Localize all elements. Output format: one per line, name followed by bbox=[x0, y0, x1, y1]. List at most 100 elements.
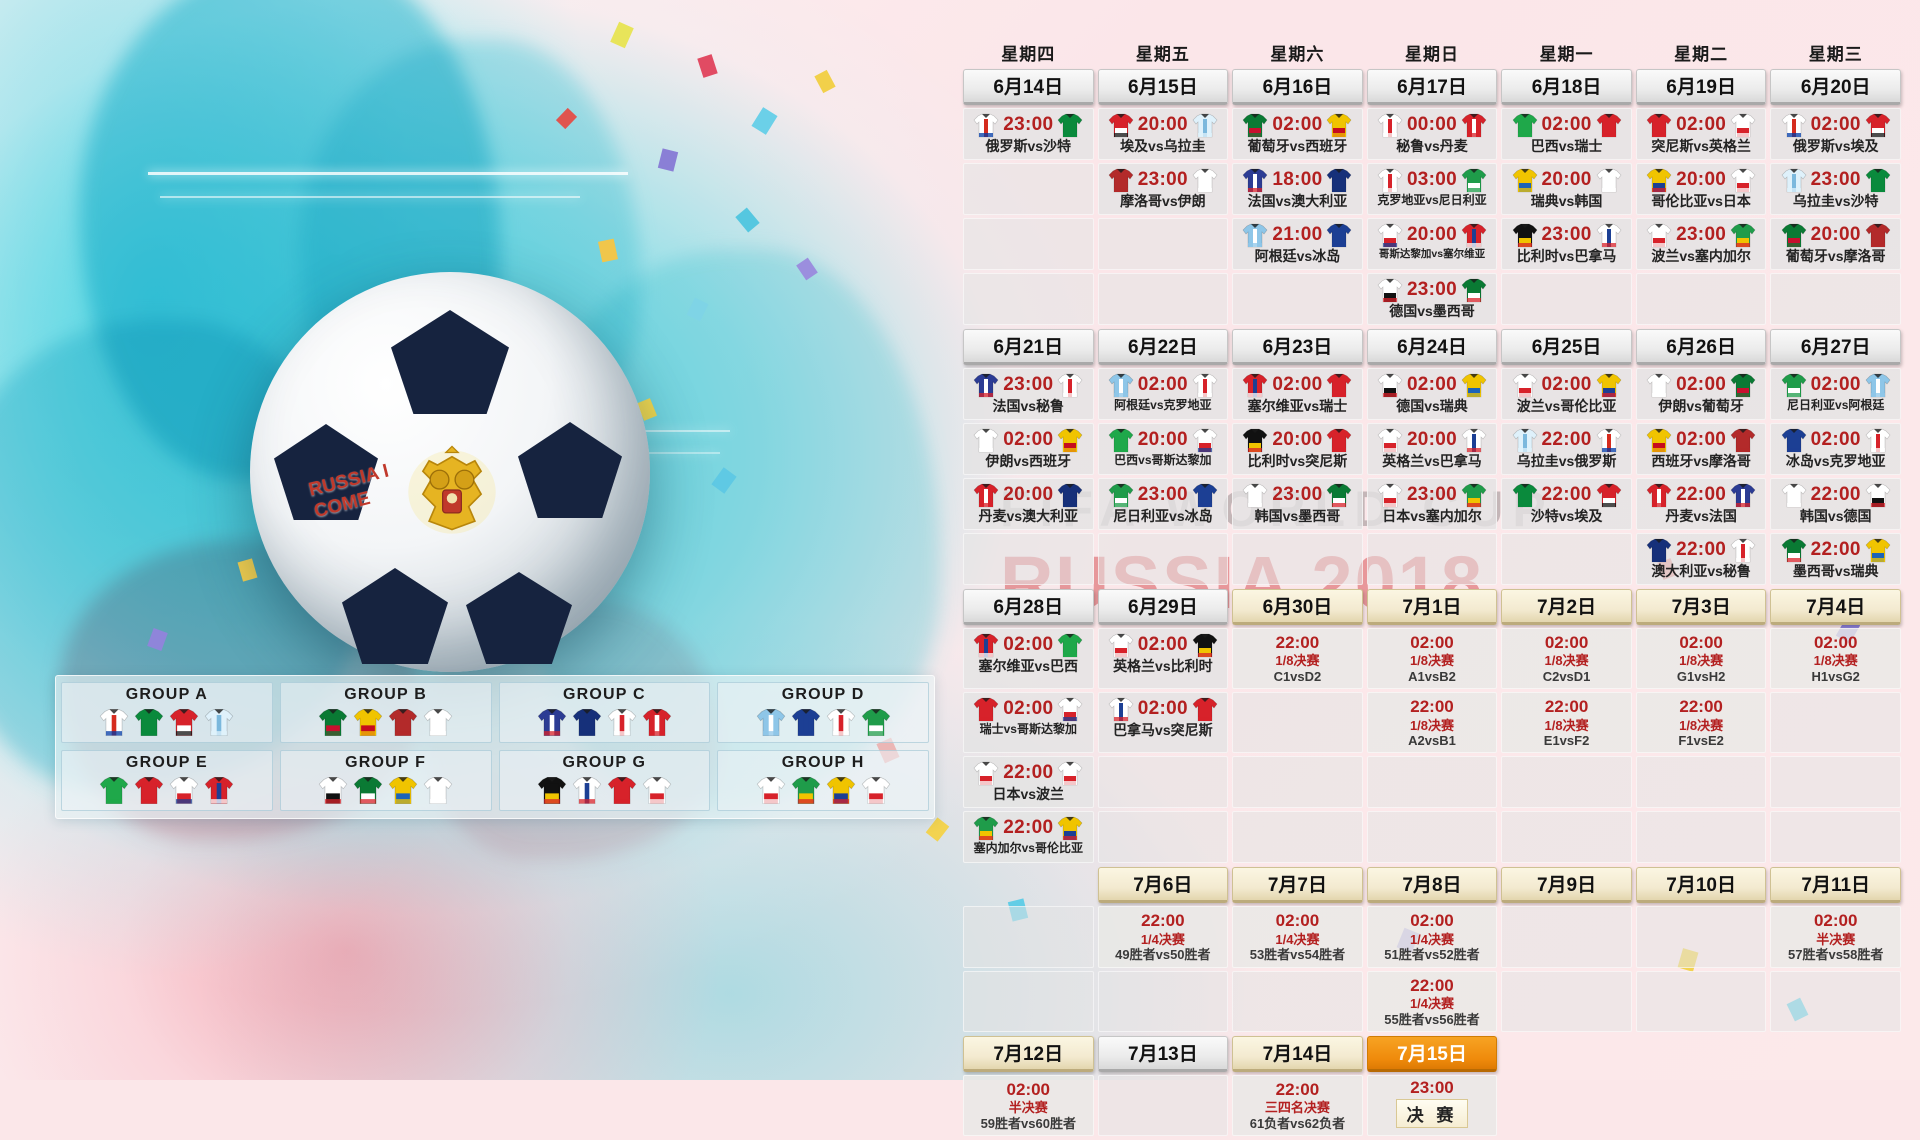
date-cell[interactable]: 6月20日 bbox=[1770, 69, 1901, 105]
match-cell[interactable]: 02:00 瑞士vs哥斯达黎加 bbox=[963, 692, 1094, 754]
knockout-match-cell[interactable]: 22:00 1/4决赛 55胜者vs56胜者 bbox=[1366, 970, 1498, 1032]
match-cell[interactable]: 18:00 法国vs澳大利亚 bbox=[1232, 163, 1363, 215]
match-cell[interactable]: 22:00 沙特vs埃及 bbox=[1501, 478, 1632, 530]
group-card-group-b[interactable]: GROUP B bbox=[279, 682, 492, 743]
match-cell[interactable]: 20:00 丹麦vs澳大利亚 bbox=[963, 478, 1094, 530]
date-cell[interactable]: 6月25日 bbox=[1501, 329, 1632, 365]
knockout-match-cell[interactable]: 02:00 1/4决赛 51胜者vs52胜者 bbox=[1366, 906, 1498, 968]
date-cell[interactable]: 7月1日 bbox=[1366, 589, 1498, 625]
date-cell[interactable]: 7月2日 bbox=[1501, 589, 1632, 625]
match-cell[interactable]: 22:00 墨西哥vs瑞典 bbox=[1770, 533, 1901, 585]
knockout-match-cell[interactable]: 22:00 三四名决赛 61负者vs62负者 bbox=[1232, 1074, 1363, 1137]
group-card-group-d[interactable]: GROUP D bbox=[717, 682, 929, 743]
match-cell[interactable]: 20:00 英格兰vs巴拿马 bbox=[1366, 423, 1498, 475]
match-cell[interactable]: 20:00 瑞典vs韩国 bbox=[1501, 163, 1632, 215]
date-cell[interactable]: 7月7日 bbox=[1232, 867, 1363, 904]
match-cell[interactable]: 20:00 哥斯达黎加vs塞尔维亚 bbox=[1366, 218, 1498, 270]
date-cell[interactable]: 6月14日 bbox=[963, 69, 1094, 105]
group-card-group-c[interactable]: GROUP C bbox=[498, 682, 711, 743]
match-cell[interactable]: 02:00 巴拿马vs突尼斯 bbox=[1097, 692, 1229, 754]
match-cell[interactable]: 02:00 俄罗斯vs埃及 bbox=[1770, 108, 1901, 160]
date-cell[interactable]: 7月8日 bbox=[1366, 867, 1498, 904]
match-cell[interactable]: 02:00 尼日利亚vs阿根廷 bbox=[1770, 368, 1901, 420]
match-cell[interactable]: 02:00 伊朗vs西班牙 bbox=[963, 423, 1094, 475]
group-card-group-h[interactable]: GROUP H bbox=[717, 750, 929, 811]
date-cell[interactable]: 7月4日 bbox=[1770, 589, 1901, 625]
knockout-match-cell[interactable]: 02:00 1/8决赛 H1vsG2 bbox=[1770, 628, 1901, 690]
match-cell[interactable]: 02:00 巴西vs瑞士 bbox=[1501, 108, 1632, 160]
date-cell[interactable]: 6月17日 bbox=[1366, 69, 1498, 105]
match-cell[interactable]: 02:00 英格兰vs比利时 bbox=[1097, 628, 1229, 690]
match-cell[interactable]: 20:00 哥伦比亚vs日本 bbox=[1635, 163, 1767, 215]
date-cell[interactable]: 6月26日 bbox=[1635, 329, 1767, 365]
knockout-match-cell[interactable]: 22:00 1/8决赛 E1vsF2 bbox=[1501, 692, 1632, 754]
match-cell[interactable]: 22:00 丹麦vs法国 bbox=[1635, 478, 1767, 530]
match-cell[interactable]: 02:00 德国vs瑞典 bbox=[1366, 368, 1498, 420]
knockout-match-cell[interactable]: 22:00 1/8决赛 F1vsE2 bbox=[1635, 692, 1767, 754]
knockout-match-cell[interactable]: 02:00 1/8决赛 C2vsD1 bbox=[1501, 628, 1632, 690]
match-cell[interactable]: 22:00 韩国vs德国 bbox=[1770, 478, 1901, 530]
date-cell[interactable]: 6月18日 bbox=[1501, 69, 1632, 105]
knockout-match-cell[interactable]: 02:00 1/8决赛 A1vsB2 bbox=[1366, 628, 1498, 690]
date-cell[interactable]: 6月22日 bbox=[1097, 329, 1229, 365]
match-cell[interactable]: 22:00 日本vs波兰 bbox=[963, 756, 1094, 809]
date-cell[interactable]: 7月12日 bbox=[963, 1035, 1094, 1072]
match-cell[interactable]: 03:00 克罗地亚vs尼日利亚 bbox=[1366, 163, 1498, 215]
match-cell[interactable]: 00:00 秘鲁vs丹麦 bbox=[1366, 108, 1498, 160]
match-cell[interactable]: 23:00 摩洛哥vs伊朗 bbox=[1097, 163, 1229, 215]
match-cell[interactable]: 23:00 波兰vs塞内加尔 bbox=[1635, 218, 1767, 270]
date-cell[interactable]: 6月27日 bbox=[1770, 329, 1901, 365]
knockout-match-cell[interactable]: 02:00 半决赛 57胜者vs58胜者 bbox=[1770, 906, 1901, 968]
date-cell[interactable]: 7月14日 bbox=[1232, 1035, 1363, 1072]
match-cell[interactable]: 02:00 冰岛vs克罗地亚 bbox=[1770, 423, 1901, 475]
date-cell[interactable]: 7月3日 bbox=[1635, 589, 1767, 625]
date-cell[interactable]: 6月30日 bbox=[1232, 589, 1363, 625]
match-cell[interactable]: 02:00 阿根廷vs克罗地亚 bbox=[1097, 368, 1229, 420]
match-cell[interactable]: 02:00 突尼斯vs英格兰 bbox=[1635, 108, 1767, 160]
match-cell[interactable]: 23:00 德国vs墨西哥 bbox=[1366, 273, 1498, 325]
match-cell[interactable]: 22:00 澳大利亚vs秘鲁 bbox=[1635, 533, 1767, 585]
date-cell[interactable]: 6月16日 bbox=[1232, 69, 1363, 105]
match-cell[interactable]: 02:00 葡萄牙vs西班牙 bbox=[1232, 108, 1363, 160]
match-cell[interactable]: 20:00 埃及vs乌拉圭 bbox=[1097, 108, 1229, 160]
date-cell[interactable]: 6月28日 bbox=[963, 589, 1094, 625]
match-cell[interactable]: 23:00 尼日利亚vs冰岛 bbox=[1097, 478, 1229, 530]
match-cell[interactable]: 22:00 塞内加尔vs哥伦比亚 bbox=[963, 811, 1094, 864]
match-cell[interactable]: 23:00 韩国vs墨西哥 bbox=[1232, 478, 1363, 530]
group-card-group-f[interactable]: GROUP F bbox=[279, 750, 492, 811]
date-cell[interactable]: 6月21日 bbox=[963, 329, 1094, 365]
group-card-group-g[interactable]: GROUP G bbox=[498, 750, 711, 811]
match-cell[interactable]: 23:00 比利时vs巴拿马 bbox=[1501, 218, 1632, 270]
group-card-group-a[interactable]: GROUP A bbox=[61, 682, 273, 743]
date-cell[interactable]: 7月10日 bbox=[1635, 867, 1767, 904]
match-cell[interactable]: 23:00 法国vs秘鲁 bbox=[963, 368, 1094, 420]
date-cell[interactable]: 7月13日 bbox=[1097, 1035, 1229, 1072]
match-cell[interactable]: 23:00 俄罗斯vs沙特 bbox=[963, 108, 1094, 160]
match-cell[interactable]: 02:00 伊朗vs葡萄牙 bbox=[1635, 368, 1767, 420]
match-cell[interactable]: 02:00 波兰vs哥伦比亚 bbox=[1501, 368, 1632, 420]
date-cell[interactable]: 6月19日 bbox=[1635, 69, 1767, 105]
match-cell[interactable]: 20:00 巴西vs哥斯达黎加 bbox=[1097, 423, 1229, 475]
match-cell[interactable]: 21:00 阿根廷vs冰岛 bbox=[1232, 218, 1363, 270]
match-cell[interactable]: 02:00 西班牙vs摩洛哥 bbox=[1635, 423, 1767, 475]
group-card-group-e[interactable]: GROUP E bbox=[61, 750, 273, 811]
knockout-match-cell[interactable]: 22:00 1/8决赛 A2vsB1 bbox=[1366, 692, 1498, 754]
final-match-cell[interactable]: 23:00 决 赛 bbox=[1366, 1074, 1498, 1137]
date-cell[interactable]: 6月15日 bbox=[1097, 69, 1229, 105]
date-cell[interactable]: 7月6日 bbox=[1097, 867, 1229, 904]
date-cell[interactable]: 7月11日 bbox=[1770, 867, 1901, 904]
knockout-match-cell[interactable]: 02:00 半决赛 59胜者vs60胜者 bbox=[963, 1074, 1094, 1137]
knockout-match-cell[interactable]: 22:00 1/4决赛 49胜者vs50胜者 bbox=[1097, 906, 1229, 968]
knockout-match-cell[interactable]: 02:00 1/8决赛 G1vsH2 bbox=[1635, 628, 1767, 690]
match-cell[interactable]: 02:00 塞尔维亚vs巴西 bbox=[963, 628, 1094, 690]
match-cell[interactable]: 22:00 乌拉圭vs俄罗斯 bbox=[1501, 423, 1632, 475]
knockout-match-cell[interactable]: 02:00 1/4决赛 53胜者vs54胜者 bbox=[1232, 906, 1363, 968]
date-cell[interactable]: 6月24日 bbox=[1366, 329, 1498, 365]
date-cell[interactable]: 6月29日 bbox=[1097, 589, 1229, 625]
date-cell[interactable]: 7月9日 bbox=[1501, 867, 1632, 904]
match-cell[interactable]: 23:00 乌拉圭vs沙特 bbox=[1770, 163, 1901, 215]
date-cell[interactable]: 6月23日 bbox=[1232, 329, 1363, 365]
match-cell[interactable]: 20:00 比利时vs突尼斯 bbox=[1232, 423, 1363, 475]
match-cell[interactable]: 20:00 葡萄牙vs摩洛哥 bbox=[1770, 218, 1901, 270]
date-cell[interactable]: 7月15日 bbox=[1366, 1035, 1498, 1072]
